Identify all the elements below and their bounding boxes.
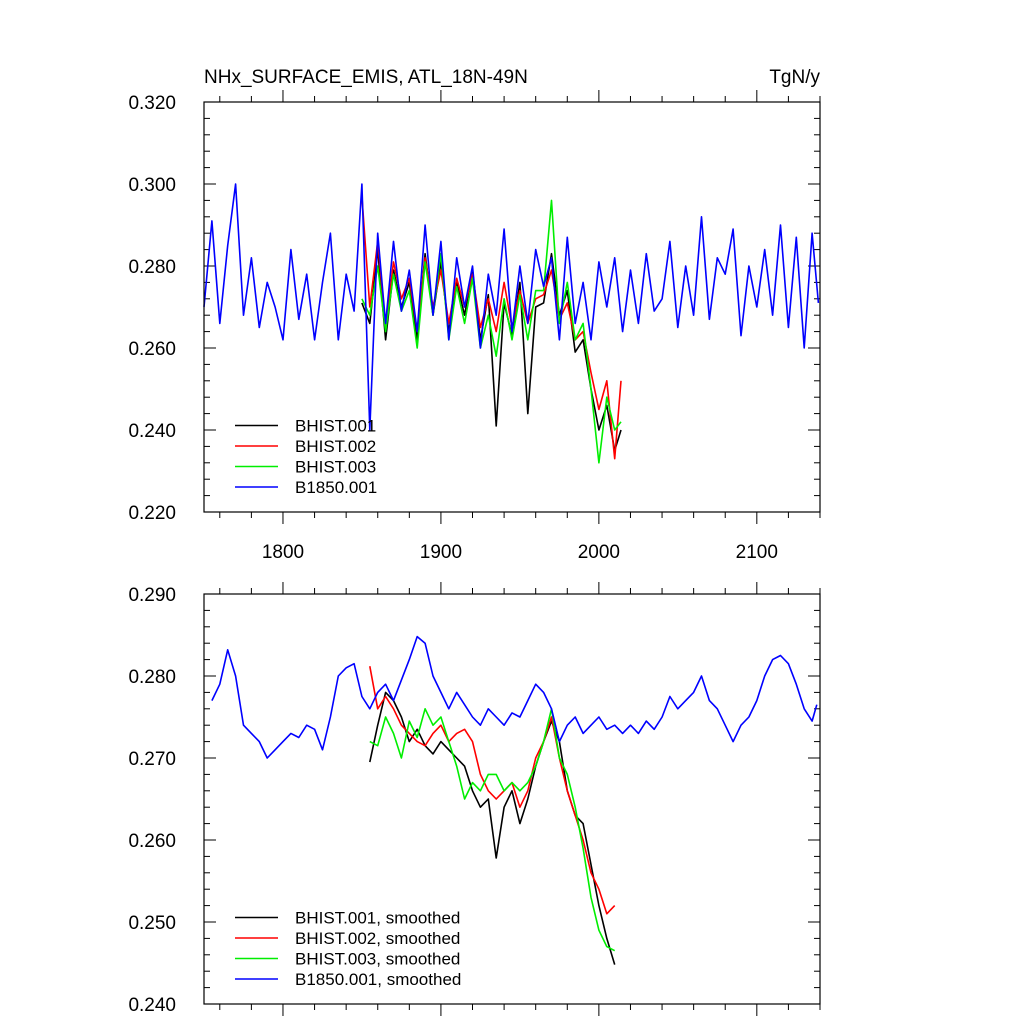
top-axis-ticks [204, 90, 821, 524]
top-y-tick-labels: 0.220 0.240 0.260 0.280 0.300 0.320 [128, 93, 176, 524]
legend-label: BHIST.003 [295, 458, 376, 477]
top-panel: NHx_SURFACE_EMIS, ATL_18N-49N TgN/y 0.22… [128, 67, 821, 563]
legend-label: BHIST.002 [295, 437, 376, 456]
legend-label: BHIST.001 [295, 417, 376, 436]
y-tick-label: 0.220 [128, 503, 176, 524]
series-line-bhist-003-smoothed [369, 707, 616, 952]
top-chart-units: TgN/y [769, 67, 820, 88]
x-tick-label: 1800 [262, 542, 304, 563]
legend-label: BHIST.003, smoothed [295, 950, 460, 969]
y-tick-label: 0.260 [128, 339, 176, 360]
legend-label: BHIST.002, smoothed [295, 929, 460, 948]
bottom-y-tick-labels: 0.240 0.250 0.260 0.270 0.280 0.290 [128, 585, 176, 1016]
y-tick-label: 0.280 [128, 667, 176, 688]
y-tick-label: 0.290 [128, 585, 176, 606]
top-series-lines [203, 183, 820, 464]
bottom-series-lines [211, 635, 818, 965]
bottom-plot-frame [203, 593, 821, 1005]
y-tick-label: 0.240 [128, 995, 176, 1016]
series-line-bhist-003 [361, 199, 622, 464]
series-line-bhist-001 [361, 248, 622, 452]
top-chart-title: NHx_SURFACE_EMIS, ATL_18N-49N [204, 67, 528, 88]
x-tick-label: 2100 [736, 542, 778, 563]
y-tick-label: 0.280 [128, 257, 176, 278]
series-line-b1850-001-smoothed [211, 635, 818, 759]
series-line-bhist-002-smoothed [369, 666, 616, 915]
y-tick-label: 0.260 [128, 831, 176, 852]
y-tick-label: 0.300 [128, 175, 176, 196]
legend-label: B1850.001, smoothed [295, 970, 461, 989]
y-tick-label: 0.270 [128, 749, 176, 770]
top-x-tick-labels: 1800 1900 2000 2100 [262, 542, 778, 563]
x-tick-label: 2000 [578, 542, 620, 563]
x-tick-label: 1900 [420, 542, 462, 563]
legend-label: B1850.001 [295, 478, 377, 497]
legend-label: BHIST.001, smoothed [295, 909, 460, 928]
y-tick-label: 0.250 [128, 913, 176, 934]
y-tick-label: 0.320 [128, 93, 176, 114]
y-tick-label: 0.240 [128, 421, 176, 442]
series-line-b1850-001 [203, 183, 820, 431]
top-plot-frame [203, 101, 821, 513]
bottom-panel: 0.240 0.250 0.260 0.270 0.280 0.290 BHIST.001… [128, 582, 821, 1016]
